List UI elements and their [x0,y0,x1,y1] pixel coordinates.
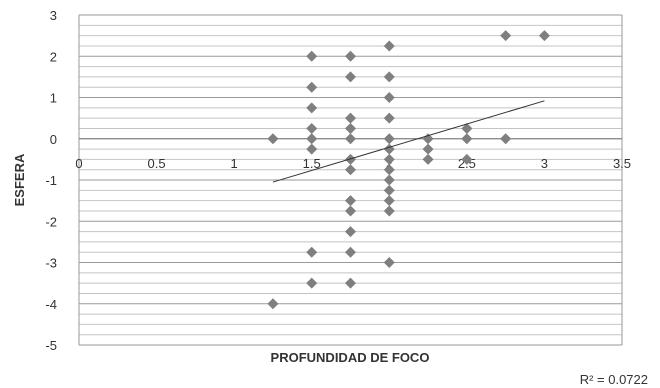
data-point [345,122,356,134]
x-tick-label: 3 [541,156,548,171]
data-point [306,133,318,145]
data-point [500,133,512,145]
data-point [267,133,279,145]
data-point [500,30,512,42]
data-point [538,30,550,42]
data-point [306,277,318,289]
data-point [383,205,395,217]
data-point [383,71,395,83]
data-point [345,164,356,176]
data-point [422,143,434,155]
data-point [383,257,395,268]
data-point [345,112,356,124]
y-tick-label: -4 [45,297,57,312]
data-point [306,50,318,62]
data-point [383,184,395,196]
data-point [345,195,356,207]
y-tick-label: -1 [45,173,57,188]
data-point [383,153,395,165]
data-point [306,246,318,258]
data-point [383,174,395,186]
x-tick-label: 1.5 [303,156,321,171]
data-point [383,40,395,52]
y-tick-label: 3 [50,8,57,23]
data-point [267,298,279,310]
data-point [461,122,473,134]
data-point [345,205,356,217]
data-point [345,246,356,258]
data-point [345,71,356,83]
data-point [345,226,356,238]
data-point [461,133,473,145]
x-tick-label: 1 [231,156,238,171]
r-squared-annotation: R² = 0.0722 [580,372,648,387]
y-axis-title: ESFERA [12,153,27,206]
data-point [383,112,395,124]
x-axis-title: PROFUNDIDAD DE FOCO [271,350,430,365]
data-point [383,133,395,145]
data-point [306,122,318,134]
data-point [383,143,395,155]
y-tick-label: 1 [50,91,57,106]
data-point [306,81,318,93]
data-point [383,92,395,103]
x-tick-label: 3.5 [613,156,631,171]
data-point [345,50,356,62]
data-point [345,153,356,165]
data-point [306,143,318,155]
y-tick-label: -3 [45,256,57,271]
y-tick-labels: 3 2 1 0 -1 -2 -3 -4 -5 [45,8,57,353]
x-tick-label: 0.5 [148,156,166,171]
y-tick-label: -2 [45,214,57,229]
data-point [345,133,356,145]
y-tick-label: 2 [50,49,57,64]
data-point [461,153,473,165]
y-tick-label: 0 [50,132,57,147]
data-points [267,30,550,310]
data-point [422,153,434,165]
data-point [383,164,395,176]
data-point [345,277,356,289]
data-point [383,195,395,207]
data-point [306,102,318,114]
trendline [272,100,545,183]
x-tick-label: 0 [75,156,82,171]
gridlines [79,14,622,346]
y-tick-label: -5 [45,338,57,353]
